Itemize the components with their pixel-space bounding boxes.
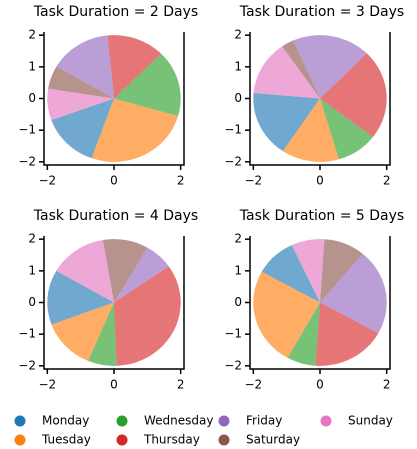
legend-marker	[116, 415, 128, 427]
x-tick-label: 0	[110, 378, 118, 392]
y-tick-label: 0	[234, 295, 242, 309]
wedge-texture	[48, 66, 115, 99]
wedge-texture	[315, 302, 379, 366]
y-tick-label: −1	[224, 327, 242, 341]
wedge-texture	[47, 270, 114, 325]
legend-label: Tuesday	[41, 433, 91, 447]
legend-label: Sunday	[348, 414, 393, 428]
x-tick-label: −2	[244, 378, 262, 392]
wedge-texture	[107, 35, 161, 99]
wedge-texture	[253, 46, 320, 99]
wedge-texture	[320, 98, 373, 160]
wedge-texture	[253, 271, 320, 358]
wedge-texture	[51, 302, 114, 361]
y-tick-label: 2	[234, 28, 242, 42]
y-tick-label: 1	[28, 263, 36, 277]
subplot-title: Task Duration = 4 Days	[33, 208, 198, 224]
x-tick-label: −2	[38, 378, 56, 392]
y-tick-label: −1	[18, 327, 36, 341]
y-tick-label: −1	[18, 123, 36, 137]
wedge-texture	[114, 247, 169, 303]
wedge-texture	[282, 40, 320, 99]
legend-label: Friday	[246, 414, 282, 428]
y-tick-label: 0	[234, 91, 242, 105]
wedge-texture	[114, 53, 181, 116]
wedge-texture	[88, 302, 117, 366]
wedge-texture	[56, 35, 114, 99]
wedge-texture	[282, 98, 340, 162]
wedge-texture	[91, 98, 179, 162]
y-tick-label: −2	[18, 154, 36, 168]
wedge-texture	[320, 53, 387, 137]
y-tick-label: 2	[28, 28, 36, 42]
x-tick-label: 2	[383, 378, 391, 392]
subplot-title: Task Duration = 5 Days	[239, 208, 404, 224]
wedge-texture	[291, 239, 325, 303]
legend-marker	[116, 434, 128, 446]
wedge-texture	[320, 239, 363, 303]
legend-label: Wednesday	[144, 414, 213, 428]
y-tick-label: 1	[234, 59, 242, 73]
legend-marker	[14, 434, 26, 446]
subplot-title: Task Duration = 3 Days	[239, 4, 404, 20]
wedge-texture	[253, 92, 320, 152]
x-tick-label: 0	[316, 174, 324, 188]
legend-marker	[14, 415, 26, 427]
x-tick-label: −2	[38, 174, 56, 188]
wedge-texture	[51, 98, 114, 159]
y-tick-label: −2	[224, 154, 242, 168]
x-tick-label: 0	[110, 174, 118, 188]
legend-marker	[218, 434, 230, 446]
legend-label: Saturday	[246, 433, 300, 447]
legend-label: Thursday	[143, 433, 200, 447]
legend-label: Monday	[42, 414, 89, 428]
y-tick-label: 2	[234, 232, 242, 246]
wedge-texture	[287, 302, 320, 366]
subplot-title: Task Duration = 2 Days	[33, 4, 198, 20]
wedge-texture	[56, 240, 114, 303]
wedge-texture	[261, 245, 320, 303]
wedge-texture	[102, 239, 148, 303]
y-tick-label: 0	[28, 91, 36, 105]
y-tick-label: 0	[28, 295, 36, 309]
y-tick-label: −2	[18, 358, 36, 372]
wedge-texture	[320, 253, 387, 334]
wedge-texture	[114, 266, 181, 366]
x-tick-label: 2	[177, 378, 185, 392]
y-tick-label: 2	[28, 232, 36, 246]
y-tick-label: 1	[28, 59, 36, 73]
x-tick-label: 0	[316, 378, 324, 392]
y-tick-label: −2	[224, 358, 242, 372]
y-tick-label: 1	[234, 263, 242, 277]
x-tick-label: 2	[177, 174, 185, 188]
wedge-texture	[293, 35, 367, 99]
y-tick-label: −1	[224, 123, 242, 137]
legend-marker	[320, 415, 332, 427]
wedge-texture	[47, 88, 115, 121]
legend-marker	[218, 415, 230, 427]
x-tick-label: 2	[383, 174, 391, 188]
x-tick-label: −2	[244, 174, 262, 188]
